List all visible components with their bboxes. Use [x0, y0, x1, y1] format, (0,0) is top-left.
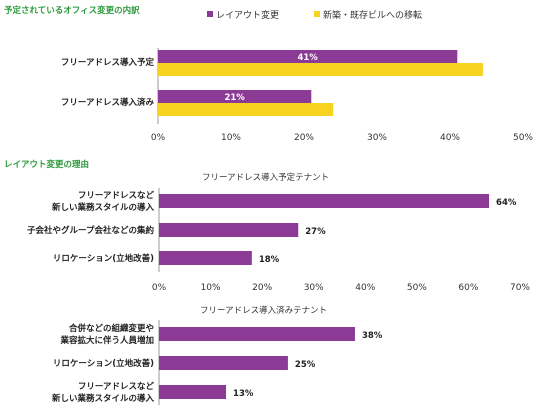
chart1-title: 予定されているオフィス変更の内訳: [4, 5, 140, 16]
chart2-section-title: レイアウト変更の理由: [4, 159, 89, 170]
chart1-category-label: フリーアドレス導入予定: [61, 57, 155, 68]
chart3-data-label: 25%: [295, 360, 316, 370]
chart1-bar: [158, 103, 334, 116]
chart2-data-label: 18%: [259, 255, 280, 265]
chart2-data-label: 64%: [496, 198, 517, 208]
chart2-category-label: 子会社やグループ会社などの集約: [27, 225, 154, 236]
chart3-bar: [159, 356, 288, 370]
chart3-category-label: 業容拡大に伴う人員増加: [59, 335, 154, 346]
chart1-x-tick: 0%: [151, 133, 166, 143]
chart3-data-label: 13%: [233, 389, 254, 399]
chart3-category-label: フリーアドレスなど: [78, 381, 155, 392]
chart2-x-tick: 60%: [458, 283, 478, 293]
chart1-x-tick: 50%: [513, 133, 533, 143]
legend-label-1: レイアウト変更: [216, 9, 279, 21]
chart3-data-label: 38%: [362, 331, 383, 341]
chart1-x-tick: 20%: [294, 133, 314, 143]
chart2-x-tick: 70%: [510, 283, 530, 293]
chart3-category-label: 合併などの組織変更や: [68, 323, 154, 334]
chart3-bar: [159, 327, 355, 341]
chart1-bar: [158, 50, 458, 63]
chart1-data-label: 21%: [224, 93, 245, 103]
legend-label-2: 新築・既存ビルへの移転: [323, 9, 422, 21]
chart2-category-label: リロケーション(立地改善): [53, 253, 154, 264]
chart1-x-tick: 10%: [221, 133, 241, 143]
chart1-category-label: フリーアドレス導入済み: [61, 97, 155, 108]
chart1-x-tick: 40%: [440, 133, 460, 143]
chart2-x-tick: 50%: [407, 283, 427, 293]
chart1-x-tick: 30%: [367, 133, 387, 143]
chart3-category-label: リロケーション(立地改善): [53, 358, 154, 369]
chart3-bar: [159, 385, 227, 399]
chart1-bar: [158, 90, 312, 103]
chart2-bar: [159, 223, 299, 237]
chart2-bar: [159, 251, 252, 265]
chart2-category-label: フリーアドレスなど: [78, 190, 155, 201]
legend-swatch-2: [314, 11, 320, 17]
chart1-bar: [158, 63, 483, 76]
chart1-data-label: 41%: [297, 53, 318, 63]
chart3-category-label: 新しい業務スタイルの導入: [52, 393, 155, 404]
chart2-x-tick: 40%: [355, 283, 375, 293]
legend-swatch-1: [207, 11, 213, 17]
chart2-x-tick: 0%: [152, 283, 167, 293]
chart2-bar: [159, 194, 490, 208]
chart2-x-tick: 30%: [304, 283, 324, 293]
chart3-subtitle: フリーアドレス導入済みテナント: [200, 305, 327, 316]
chart2-x-tick: 20%: [252, 283, 272, 293]
chart2-data-label: 27%: [305, 227, 326, 237]
chart2-x-tick: 10%: [201, 283, 221, 293]
chart2-category-label: 新しい業務スタイルの導入: [52, 202, 155, 213]
chart2-subtitle: フリーアドレス導入予定テナント: [202, 172, 329, 183]
